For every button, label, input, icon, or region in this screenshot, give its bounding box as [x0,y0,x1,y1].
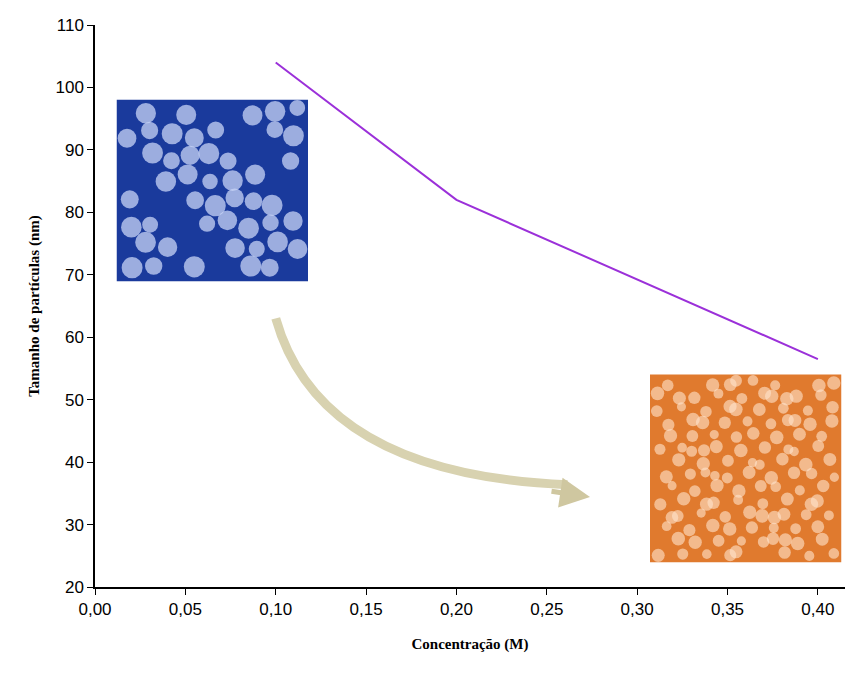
svg-text:0,40: 0,40 [801,600,834,619]
svg-text:40: 40 [65,453,84,472]
svg-text:70: 70 [65,266,84,285]
svg-text:90: 90 [65,141,84,160]
svg-text:20: 20 [65,578,84,597]
svg-text:30: 30 [65,516,84,535]
svg-text:100: 100 [55,78,83,97]
svg-text:0,15: 0,15 [350,600,383,619]
svg-text:Tamanho de partículas (nm): Tamanho de partículas (nm) [26,215,43,397]
svg-text:0,25: 0,25 [530,600,563,619]
svg-text:0,10: 0,10 [259,600,292,619]
svg-text:0,05: 0,05 [169,600,202,619]
svg-text:60: 60 [65,328,84,347]
svg-text:0,35: 0,35 [711,600,744,619]
svg-text:0,00: 0,00 [78,600,111,619]
svg-text:0,20: 0,20 [440,600,473,619]
svg-text:80: 80 [65,203,84,222]
svg-text:50: 50 [65,391,84,410]
svg-text:110: 110 [57,16,84,35]
svg-text:0,30: 0,30 [621,600,654,619]
svg-text:Concentração (M): Concentração (M) [411,636,528,653]
